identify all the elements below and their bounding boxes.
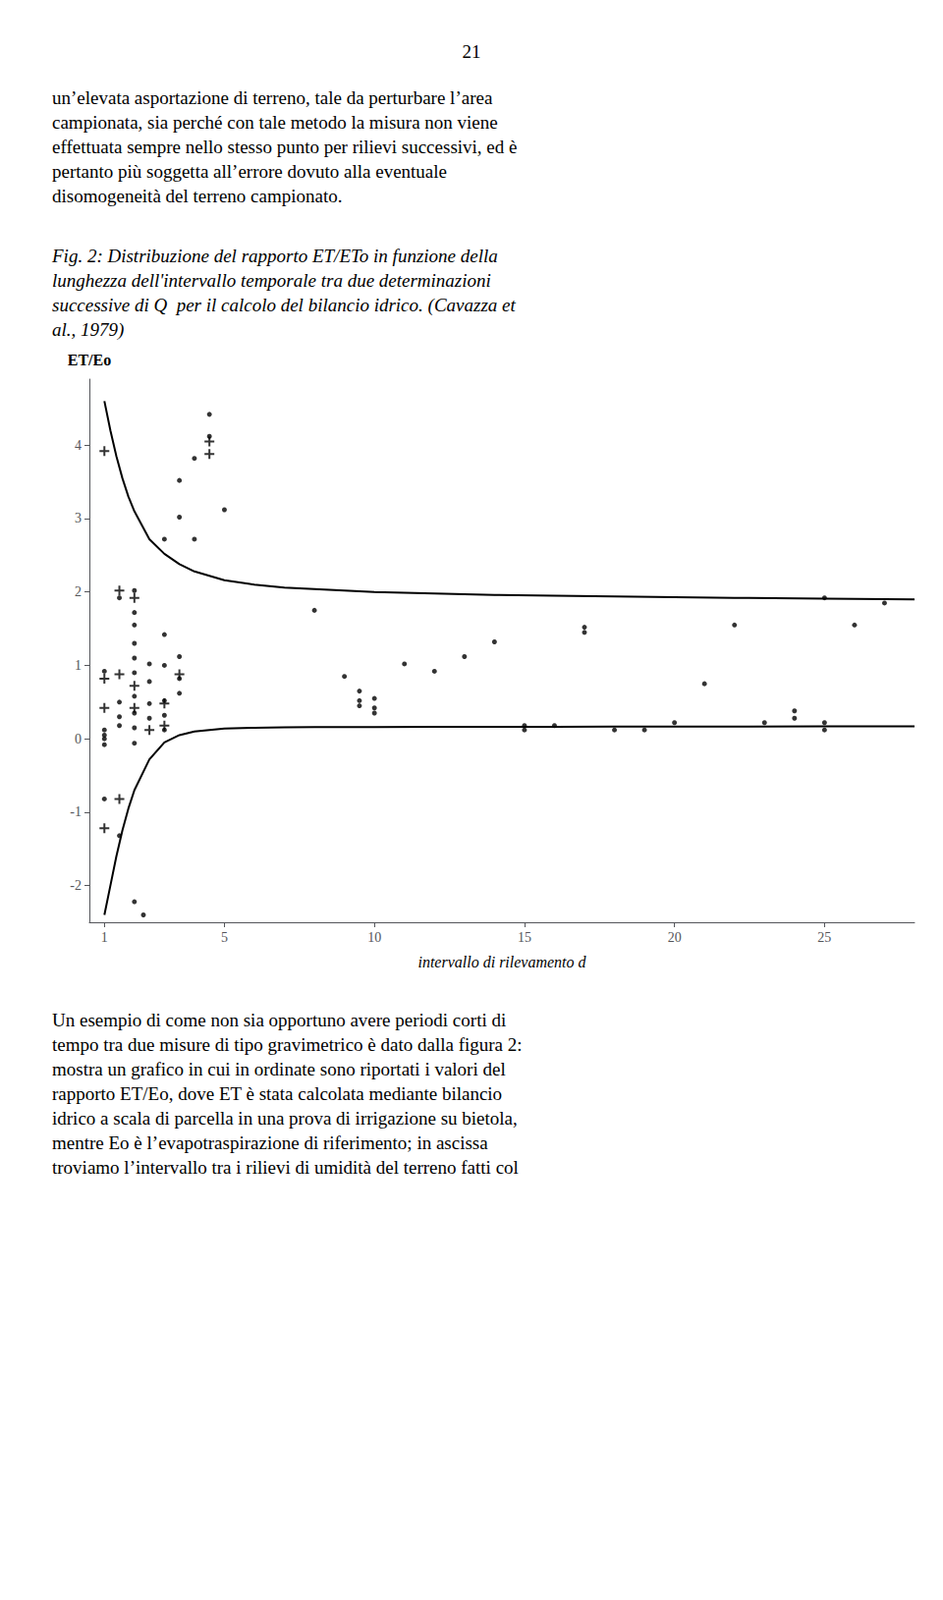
svg-text:Un esempio di come non sia opp: Un esempio di come non sia opportuno ave… xyxy=(52,1009,506,1031)
svg-text:4: 4 xyxy=(74,438,82,453)
svg-text:20: 20 xyxy=(667,930,682,945)
svg-text:-1: -1 xyxy=(69,804,82,820)
svg-text:lunghezza dell'intervallo temp: lunghezza dell'intervallo temporale tra … xyxy=(52,270,492,291)
svg-text:pertanto più soggetta all’erro: pertanto più soggetta all’errore dovuto … xyxy=(52,161,447,182)
svg-text:15: 15 xyxy=(517,930,532,945)
svg-text:-2: -2 xyxy=(69,878,82,893)
svg-text:disomogeneità del terreno camp: disomogeneità del terreno campionato. xyxy=(52,185,342,207)
svg-text:0: 0 xyxy=(74,731,82,747)
svg-text:campionata, sia perché con tal: campionata, sia perché con tale metodo l… xyxy=(52,111,499,133)
svg-text:successive di Q per il calcol: successive di Q per il calcolo del bilan… xyxy=(52,294,516,317)
svg-text:5: 5 xyxy=(221,930,228,945)
svg-text:25: 25 xyxy=(817,930,832,945)
svg-text:10: 10 xyxy=(367,930,382,945)
svg-text:mentre Eo è l’evapotraspirazio: mentre Eo è l’evapotraspirazione di rife… xyxy=(52,1132,489,1154)
svg-text:mostra un grafico in cui in or: mostra un grafico in cui in ordinate son… xyxy=(52,1058,506,1080)
svg-text:ET/Eo: ET/Eo xyxy=(67,351,111,369)
svg-text:3: 3 xyxy=(74,510,82,526)
svg-text:21: 21 xyxy=(462,41,482,62)
svg-text:un’elevata asportazione di ter: un’elevata asportazione di terreno, tale… xyxy=(52,87,494,109)
svg-text:effettuata sempre nello stesso: effettuata sempre nello stesso punto per… xyxy=(52,136,517,158)
svg-text:1: 1 xyxy=(74,658,82,673)
svg-text:Fig. 2: Distribuzione del rapp: Fig. 2: Distribuzione del rapporto ET/ET… xyxy=(51,245,499,267)
svg-text:tempo tra due misure di tipo g: tempo tra due misure di tipo gravimetric… xyxy=(52,1034,523,1055)
svg-text:idrico a scala di parcella in: idrico a scala di parcella in una prova … xyxy=(52,1108,518,1129)
svg-text:al., 1979): al., 1979) xyxy=(52,319,124,341)
svg-text:troviamo l’intervallo tra i ri: troviamo l’intervallo tra i rilievi di u… xyxy=(52,1157,519,1178)
svg-text:intervallo di rilevamento d: intervallo di rilevamento d xyxy=(417,953,587,971)
svg-text:rapporto ET/Eo, dove ET è stat: rapporto ET/Eo, dove ET è stata calcolat… xyxy=(52,1083,502,1105)
svg-text:2: 2 xyxy=(74,584,82,600)
svg-text:1: 1 xyxy=(101,930,109,945)
